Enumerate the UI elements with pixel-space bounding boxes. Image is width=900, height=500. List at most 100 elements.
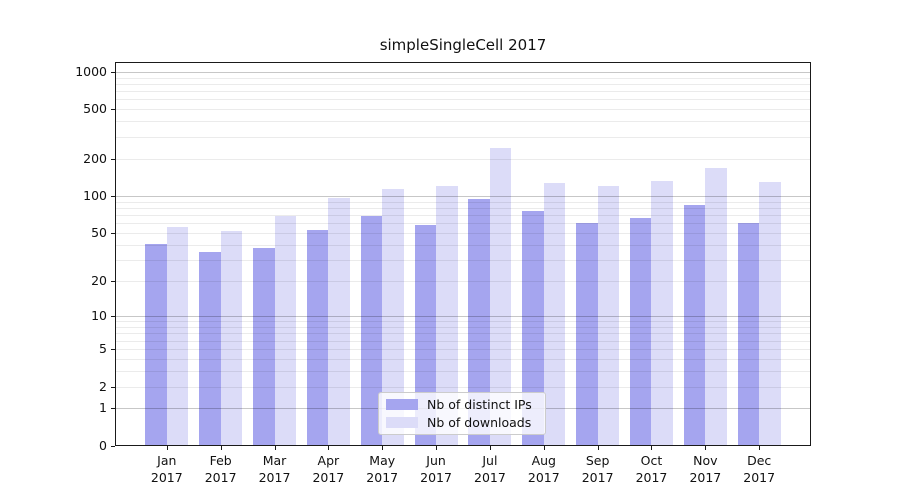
bar-may-downloads (382, 188, 404, 446)
y-axis-tick-200 (111, 158, 115, 160)
x-axis-tick-label-aug: Aug 2017 (527, 453, 560, 485)
gridline-minor-80 (115, 208, 811, 209)
x-axis-tick-feb (220, 446, 222, 450)
bar-mar-downloads (274, 215, 296, 446)
y-axis-tick-5 (111, 348, 115, 350)
bar-oct-downloads (651, 181, 673, 446)
gridline-minor-700 (115, 91, 811, 92)
gridline-minor-20 (115, 281, 811, 282)
legend-swatch-downloads (386, 417, 418, 428)
x-axis-tick-label-mar: Mar 2017 (258, 453, 291, 485)
bar-sep-distinct-ips (576, 223, 598, 446)
bar-dec-downloads (759, 181, 781, 446)
y-axis-tick-label-0: 0 (99, 438, 107, 453)
bar-aug-distinct-ips (522, 211, 544, 446)
gridline-minor-5 (115, 349, 811, 350)
x-axis-tick-dec (759, 446, 761, 450)
x-axis-tick-label-jun: Jun 2017 (420, 453, 452, 485)
y-axis-tick-20 (111, 281, 115, 283)
legend-label-distinct-ips: Nb of distinct IPs (427, 397, 532, 412)
x-axis-tick-label-may: May 2017 (366, 453, 399, 485)
bar-aug-downloads (543, 182, 566, 446)
y-axis-tick-1000 (111, 71, 115, 73)
x-axis-tick-label-jan: Jan 2017 (150, 453, 183, 485)
x-axis-tick-jul (489, 446, 491, 450)
gridline-minor-900 (115, 78, 811, 79)
gridline-major-1000 (115, 72, 811, 73)
bar-feb-distinct-ips (199, 251, 221, 446)
y-axis-tick-label-1000: 1000 (75, 63, 107, 79)
y-axis-tick-label-1: 1 (99, 400, 107, 416)
bar-sep-downloads (597, 185, 620, 446)
bar-jan-downloads (166, 227, 189, 446)
gridline-major-10 (115, 316, 811, 317)
x-axis-tick-mar (274, 446, 276, 450)
bar-oct-distinct-ips (629, 218, 652, 446)
y-axis-tick-label-200: 200 (83, 150, 107, 166)
x-axis-tick-may (382, 446, 384, 450)
y-axis-tick-10 (111, 316, 115, 318)
gridline-minor-600 (115, 99, 811, 100)
y-axis-tick-500 (111, 109, 115, 111)
gridline-minor-30 (115, 260, 811, 261)
chart-title: simpleSingleCell 2017 (379, 36, 547, 54)
bar-apr-downloads (328, 197, 350, 446)
gridline-minor-400 (115, 121, 811, 122)
y-axis-tick-label-10: 10 (91, 308, 107, 324)
x-axis-tick-label-sep: Sep 2017 (581, 453, 614, 485)
bar-feb-downloads (220, 230, 243, 446)
x-axis-tick-aug (543, 446, 545, 450)
gridline-minor-90 (115, 202, 811, 203)
bar-jan-distinct-ips (145, 243, 167, 446)
bar-jun-downloads (436, 186, 458, 446)
gridline-minor-60 (115, 223, 811, 224)
gridline-minor-800 (115, 84, 811, 85)
gridline-minor-6 (115, 341, 811, 342)
legend-item-distinct-ips: Nb of distinct IPs (386, 397, 545, 412)
bar-nov-downloads (705, 168, 727, 446)
x-axis-tick-label-oct: Oct 2017 (635, 453, 668, 485)
legend-item-downloads: Nb of downloads (386, 415, 545, 430)
y-axis-tick-label-20: 20 (91, 273, 107, 289)
bar-dec-distinct-ips (737, 223, 760, 446)
x-axis-tick-label-jul: Jul 2017 (474, 453, 506, 485)
gridline-minor-4 (115, 359, 811, 360)
y-axis-tick-2 (111, 386, 115, 388)
x-axis-tick-jan (166, 446, 168, 450)
gridline-minor-3 (115, 371, 811, 372)
gridline-major-100 (115, 196, 811, 197)
bar-may-distinct-ips (360, 215, 383, 446)
legend-label-downloads: Nb of downloads (427, 415, 532, 430)
y-axis-tick-50 (111, 233, 115, 235)
x-axis-tick-label-feb: Feb 2017 (204, 453, 237, 485)
gridline-minor-300 (115, 137, 811, 138)
x-axis-tick-apr (328, 446, 330, 450)
bar-nov-distinct-ips (683, 205, 706, 446)
gridline-minor-7 (115, 333, 811, 334)
bar-apr-distinct-ips (306, 229, 329, 446)
gridline-minor-70 (115, 215, 811, 216)
x-axis-tick-label-dec: Dec 2017 (743, 453, 776, 485)
x-axis-tick-label-apr: Apr 2017 (312, 453, 345, 485)
x-axis-tick-label-nov: Nov 2017 (689, 453, 722, 485)
legend: Nb of distinct IPs Nb of downloads (378, 392, 546, 435)
legend-swatch-distinct-ips (386, 399, 418, 410)
x-axis-tick-oct (651, 446, 653, 450)
gridline-minor-50 (115, 233, 811, 234)
gridline-minor-9 (115, 321, 811, 322)
bar-jul-downloads (489, 147, 512, 446)
gridline-minor-2 (115, 387, 811, 388)
y-axis-tick-label-5: 5 (99, 340, 107, 356)
x-axis-tick-sep (597, 446, 599, 450)
gridline-minor-8 (115, 327, 811, 328)
y-axis-tick-label-500: 500 (83, 101, 107, 117)
bar-jun-distinct-ips (414, 225, 437, 446)
y-axis-tick-100 (111, 196, 115, 198)
y-axis-tick-label-100: 100 (83, 188, 107, 204)
bar-jul-distinct-ips (468, 198, 490, 446)
gridline-minor-40 (115, 245, 811, 246)
y-axis-tick-label-50: 50 (91, 225, 107, 241)
y-axis-tick-label-2: 2 (99, 378, 107, 394)
bar-mar-distinct-ips (253, 247, 275, 446)
